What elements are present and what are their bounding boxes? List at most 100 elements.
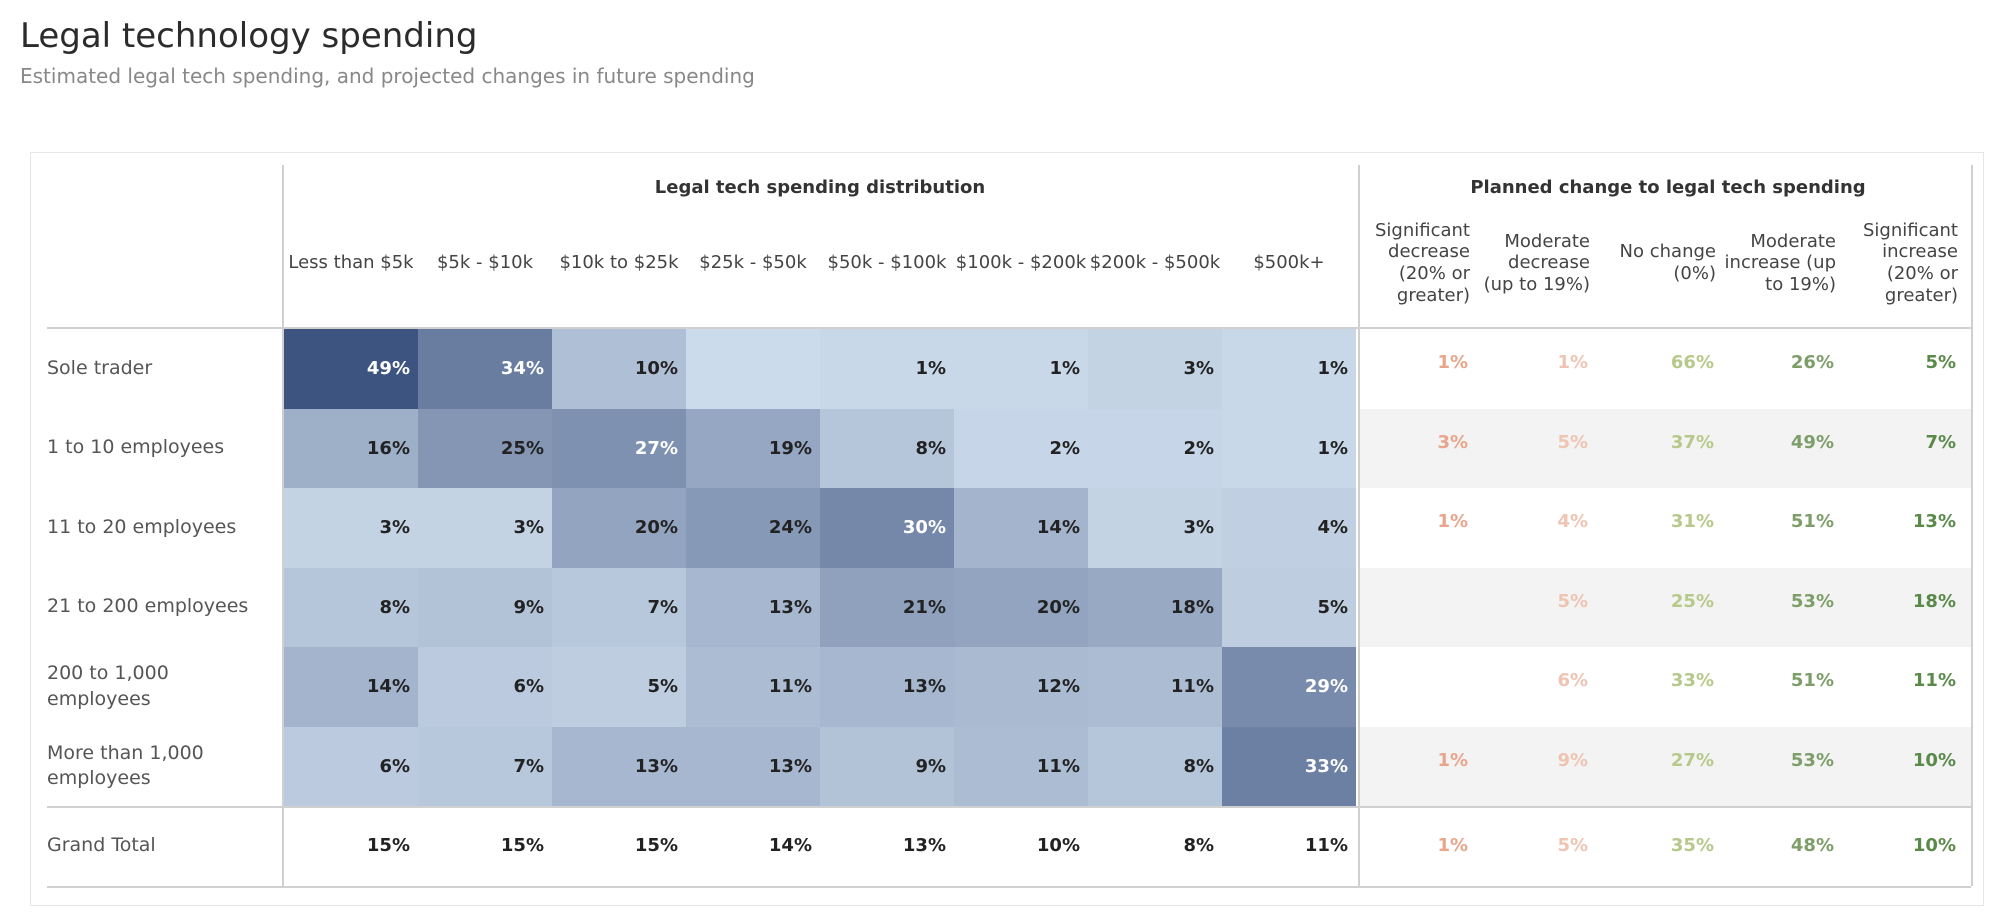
distribution-header: Legal tech spending distribution xyxy=(654,177,986,198)
change-value xyxy=(1358,562,1478,642)
change-value: 7% xyxy=(1925,431,1956,453)
heatmap-cell: 9% xyxy=(418,567,552,647)
column-header: $50k - $100k xyxy=(827,252,947,274)
row-label-divider xyxy=(282,165,284,886)
total-divider xyxy=(47,806,1971,808)
heatmap-cell: 15% xyxy=(366,835,410,857)
heatmap-cell: 13% xyxy=(820,647,954,727)
row-stripe xyxy=(1358,567,1971,647)
heatmap-cell: 3% xyxy=(1088,488,1222,568)
heatmap-cell: 12% xyxy=(954,647,1088,727)
heatmap-cell: 9% xyxy=(820,726,954,806)
change-value: 1% xyxy=(1437,352,1468,374)
column-header: Moderate increase (up to 19%) xyxy=(1724,230,1836,295)
change-value: 1% xyxy=(1557,352,1588,374)
heatmap-cell: 21% xyxy=(820,567,954,647)
column-header: $500k+ xyxy=(1253,252,1325,274)
heatmap-cell: 13% xyxy=(686,726,820,806)
change-value: 35% xyxy=(1670,835,1714,857)
heatmap-cell: 29% xyxy=(1222,647,1356,727)
heatmap-cell: 6% xyxy=(284,726,418,806)
heatmap-cell: 14% xyxy=(284,647,418,727)
heatmap-cell: 13% xyxy=(552,726,686,806)
change-value: 27% xyxy=(1670,749,1714,771)
change-value: 25% xyxy=(1670,590,1714,612)
heatmap-cell: 8% xyxy=(820,408,954,488)
change-value: 51% xyxy=(1790,511,1834,533)
right-border xyxy=(1971,165,1973,886)
heatmap-cell: 5% xyxy=(1222,567,1356,647)
heatmap-cell: 14% xyxy=(954,488,1088,568)
heatmap-cell: 11% xyxy=(1304,835,1348,857)
heatmap-cell: 19% xyxy=(686,408,820,488)
heatmap-cell: 10% xyxy=(1036,835,1080,857)
column-header: Less than $5k xyxy=(288,252,414,274)
row-stripe xyxy=(1358,408,1971,488)
change-value: 5% xyxy=(1557,835,1588,857)
heatmap-cell: 2% xyxy=(1088,408,1222,488)
heatmap-cell: 7% xyxy=(418,726,552,806)
change-value: 49% xyxy=(1790,431,1834,453)
heatmap-cell: 3% xyxy=(284,488,418,568)
heatmap-cell: 20% xyxy=(954,567,1088,647)
heatmap-cell: 1% xyxy=(1222,408,1356,488)
change-value: 5% xyxy=(1925,352,1956,374)
heatmap-cell: 8% xyxy=(1183,835,1214,857)
change-value: 18% xyxy=(1912,590,1956,612)
change-value: 11% xyxy=(1912,670,1956,692)
change-value: 66% xyxy=(1670,352,1714,374)
change-value: 53% xyxy=(1790,590,1834,612)
heatmap-cell: 13% xyxy=(686,567,820,647)
change-value: 1% xyxy=(1437,749,1468,771)
heatmap-cell: 11% xyxy=(686,647,820,727)
change-value: 9% xyxy=(1557,749,1588,771)
heatmap-cell: 6% xyxy=(418,647,552,727)
heatmap-cell: 49% xyxy=(284,329,418,409)
heatmap-cell: 30% xyxy=(820,488,954,568)
heatmap-cell: 24% xyxy=(686,488,820,568)
heatmap-cell: 11% xyxy=(1088,647,1222,727)
change-value: 51% xyxy=(1790,670,1834,692)
change-value xyxy=(1358,641,1478,721)
change-value: 26% xyxy=(1790,352,1834,374)
change-value: 1% xyxy=(1437,835,1468,857)
heatmap-cell: 33% xyxy=(1222,726,1356,806)
column-header: $5k - $10k xyxy=(436,252,534,274)
column-header: $10k to $25k xyxy=(559,252,679,274)
change-value: 53% xyxy=(1790,749,1834,771)
change-value: 33% xyxy=(1670,670,1714,692)
row-label: 200 to 1,000 employees xyxy=(47,662,169,710)
column-header: $25k - $50k xyxy=(699,252,807,274)
change-value: 4% xyxy=(1557,511,1588,533)
crosstab-panel: Legal tech spending distribution Less tha… xyxy=(30,152,1984,906)
heatmap-cell: 14% xyxy=(768,835,812,857)
column-header: $100k - $200k xyxy=(955,252,1087,274)
heatmap-cell: 3% xyxy=(1088,329,1222,409)
heatmap-cell: 16% xyxy=(284,408,418,488)
heatmap-cell: 8% xyxy=(284,567,418,647)
planned-change-header: Planned change to legal tech spending xyxy=(1470,177,1866,198)
column-header: No change (0%) xyxy=(1619,241,1716,284)
row-label: 21 to 200 employees xyxy=(47,595,249,618)
heatmap-cell: 18% xyxy=(1088,567,1222,647)
row-label: Grand Total xyxy=(47,833,156,856)
bottom-border xyxy=(47,885,1971,888)
heatmap-cell: 15% xyxy=(500,835,544,857)
column-header: $200k - $500k xyxy=(1089,252,1221,274)
heatmap-cell: 4% xyxy=(1222,488,1356,568)
change-value: 5% xyxy=(1557,590,1588,612)
row-label: 11 to 20 employees xyxy=(47,515,237,538)
column-header: Significant increase (20% or greater) xyxy=(1863,219,1958,306)
heatmap-cell: 15% xyxy=(634,835,678,857)
page-title: Legal technology spending xyxy=(20,16,478,56)
heatmap-cell: 13% xyxy=(902,835,946,857)
section-divider xyxy=(1358,165,1360,886)
change-value: 10% xyxy=(1912,835,1956,857)
heatmap-cell: 8% xyxy=(1088,726,1222,806)
heatmap-cell: 7% xyxy=(552,567,686,647)
column-header: Moderate decrease (up to 19%) xyxy=(1483,230,1590,295)
change-value: 31% xyxy=(1670,511,1714,533)
heatmap-cell: 1% xyxy=(1222,329,1356,409)
page-subtitle: Estimated legal tech spending, and proje… xyxy=(20,64,755,88)
change-value: 13% xyxy=(1912,511,1956,533)
